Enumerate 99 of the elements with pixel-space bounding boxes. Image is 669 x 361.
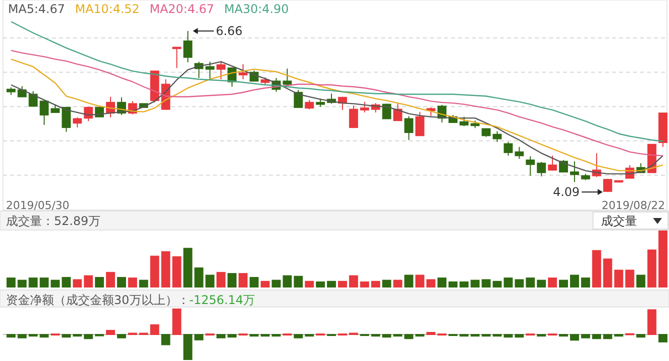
bar <box>250 276 259 288</box>
bar <box>326 280 336 288</box>
bar <box>194 267 204 288</box>
bar <box>62 334 71 338</box>
bar <box>84 275 93 288</box>
bar <box>658 334 668 342</box>
bar <box>349 275 358 288</box>
bar <box>415 274 424 288</box>
bar <box>404 334 414 340</box>
bar <box>382 334 392 338</box>
bar <box>272 280 281 288</box>
bar <box>18 280 27 288</box>
bar <box>72 279 82 288</box>
bar <box>382 280 392 288</box>
bar <box>426 279 436 288</box>
text: 成交量 <box>601 214 637 228</box>
bar <box>40 278 49 288</box>
bar <box>536 280 546 288</box>
bar <box>6 278 16 288</box>
bar <box>205 274 214 288</box>
bar <box>470 280 480 288</box>
bar <box>592 250 602 288</box>
bar <box>282 275 292 288</box>
bar <box>161 251 170 288</box>
bar <box>592 334 602 340</box>
bar <box>84 334 93 340</box>
bar <box>183 248 192 288</box>
bar <box>94 276 104 288</box>
bar <box>228 334 237 338</box>
bar <box>570 334 580 341</box>
bar <box>404 274 414 288</box>
text: 2019/08/22 <box>602 199 665 212</box>
bar <box>625 270 634 288</box>
bar <box>172 256 182 288</box>
bar <box>228 273 237 288</box>
bar <box>194 334 204 340</box>
bar <box>437 278 446 288</box>
text: 2019/05/30 <box>6 199 70 212</box>
bar <box>150 256 160 288</box>
bar <box>426 332 436 335</box>
bar <box>106 272 115 288</box>
bar <box>128 278 138 288</box>
bar <box>172 308 182 335</box>
bar <box>460 281 469 288</box>
bar <box>558 280 568 288</box>
bar <box>316 281 325 288</box>
chart-title: 成交量：52.89万 <box>6 214 100 228</box>
bar <box>139 280 148 288</box>
bar <box>260 280 270 288</box>
bar <box>514 334 524 338</box>
bar <box>117 276 126 288</box>
text: MA20:4.67 <box>150 2 214 16</box>
bar <box>40 334 49 338</box>
bar <box>504 278 513 288</box>
bar <box>62 276 71 288</box>
bar <box>548 278 557 288</box>
bar <box>393 280 402 288</box>
bar <box>18 334 27 338</box>
bar <box>238 273 248 288</box>
bar <box>216 334 226 338</box>
bar <box>150 324 160 335</box>
text: MA30:4.90 <box>224 2 289 16</box>
bar <box>647 250 656 288</box>
bar <box>603 258 612 288</box>
bar <box>514 279 524 288</box>
bar <box>6 334 16 338</box>
bar <box>647 309 656 335</box>
bar <box>294 334 303 338</box>
bar <box>216 272 226 288</box>
bar <box>614 270 624 288</box>
bar <box>636 334 646 338</box>
bar <box>28 278 38 288</box>
annotation: 6.66 <box>216 24 243 38</box>
bar <box>636 274 646 288</box>
bar <box>504 334 513 338</box>
bar <box>570 274 580 288</box>
chart-title: 资金净额（成交金额30万以上）： <box>6 293 190 307</box>
bar <box>658 230 668 288</box>
text: MA5:4.67 <box>8 2 65 16</box>
bar <box>161 334 170 346</box>
bar <box>338 280 348 288</box>
bar <box>360 281 370 288</box>
bar <box>371 280 380 288</box>
bar <box>482 279 491 288</box>
text: MA10:4.52 <box>74 2 140 16</box>
bar <box>117 334 126 338</box>
bar <box>183 334 192 360</box>
bar <box>304 280 314 288</box>
annotation: 4.09 <box>552 185 580 199</box>
bar <box>581 334 590 338</box>
bar <box>106 330 115 335</box>
bar <box>294 276 303 288</box>
chart-subtitle: -1256.14万 <box>189 293 256 307</box>
bar <box>448 281 458 288</box>
bar <box>526 278 535 288</box>
bar <box>581 278 590 288</box>
bar <box>50 280 60 288</box>
bar <box>492 280 502 288</box>
bar <box>603 334 612 340</box>
